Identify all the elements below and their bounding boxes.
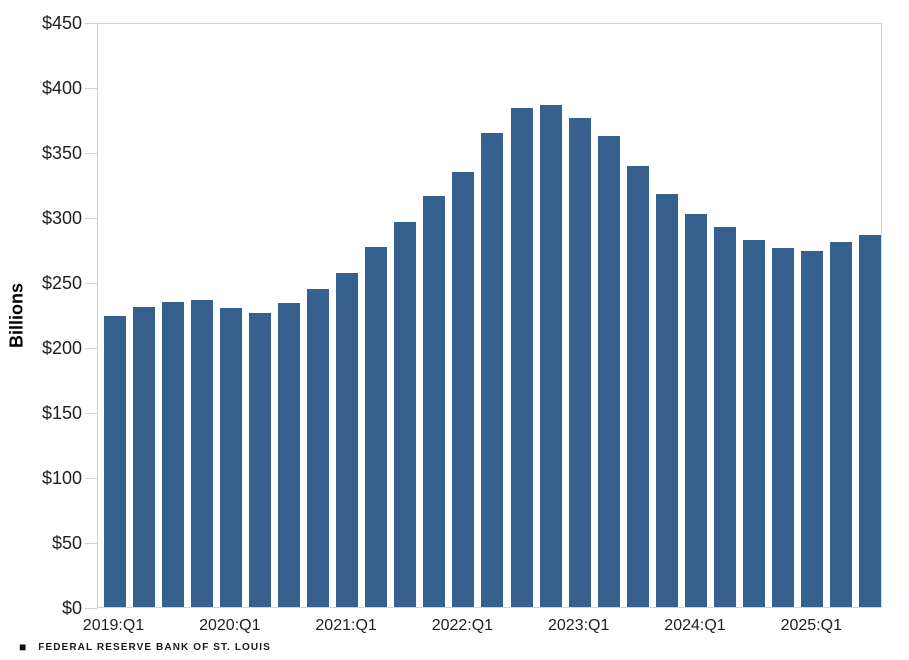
bar-2023:Q1 [568, 118, 591, 607]
source-attribution: ■ FEDERAL RESERVE BANK OF ST. LOUIS [19, 641, 271, 653]
x-tick-label: 2021:Q1 [315, 617, 377, 634]
bar-2023:Q3 [626, 166, 649, 607]
bar-2023:Q4 [655, 193, 678, 607]
bar-2024:Q1 [684, 214, 707, 607]
bar-2019:Q2 [132, 306, 155, 607]
bar-2021:Q3 [394, 222, 417, 607]
x-tick-label: 2023:Q1 [547, 617, 610, 634]
bar-2025:Q2 [830, 241, 853, 607]
y-tick-label: $300 [41, 208, 82, 228]
bar-2020:Q2 [248, 313, 271, 607]
y-tick-mark [85, 477, 97, 479]
bar-2019:Q4 [190, 300, 213, 607]
bar-2021:Q1 [336, 272, 359, 607]
bar-2023:Q2 [597, 136, 620, 607]
bar-2024:Q2 [714, 227, 737, 607]
bar-2024:Q3 [743, 240, 766, 607]
x-tick-label: 2019:Q1 [82, 617, 145, 634]
plot-area [97, 23, 882, 608]
bar-2022:Q1 [452, 171, 475, 607]
y-tick-label: $350 [41, 143, 82, 163]
y-tick-label: $250 [41, 273, 82, 293]
bar-2022:Q2 [481, 132, 504, 607]
bar-2024:Q4 [772, 248, 795, 607]
y-tick-mark [85, 152, 97, 154]
y-tick-label: $100 [41, 468, 82, 488]
y-tick-label: $400 [41, 78, 82, 98]
x-tick-label: 2022:Q1 [431, 617, 494, 634]
y-tick-mark [85, 22, 97, 24]
y-tick-mark [85, 87, 97, 89]
x-tick-label: 2024:Q1 [664, 617, 726, 634]
y-tick-label: $150 [41, 403, 82, 423]
y-tick-mark [85, 542, 97, 544]
x-tick-label: 2020:Q1 [199, 617, 261, 634]
bar-2025:Q3 [859, 235, 882, 607]
y-tick-label: $0 [61, 598, 82, 618]
bar-2019:Q3 [161, 301, 184, 607]
bar-2021:Q2 [365, 246, 388, 607]
y-axis-title: Billions [6, 283, 27, 349]
bar-2021:Q4 [423, 196, 446, 607]
y-tick-label: $200 [41, 338, 82, 358]
y-tick-mark [85, 347, 97, 349]
y-tick-mark [85, 282, 97, 284]
bar-2020:Q4 [307, 288, 330, 607]
bar-2020:Q1 [219, 308, 242, 607]
source-bullet-icon: ■ [19, 640, 27, 654]
bar-2019:Q1 [103, 315, 126, 607]
y-tick-label: $50 [51, 533, 82, 553]
bar-2025:Q1 [801, 250, 824, 607]
bar-2022:Q3 [510, 107, 533, 607]
source-label: FEDERAL RESERVE BANK OF ST. LOUIS [38, 641, 271, 653]
x-tick-label: 2025:Q1 [780, 617, 842, 634]
bar-2022:Q4 [539, 105, 562, 607]
y-tick-mark [85, 412, 97, 414]
y-tick-mark [85, 217, 97, 219]
bar-2020:Q3 [277, 302, 300, 607]
y-tick-mark [85, 607, 97, 609]
y-tick-label: $450 [41, 13, 82, 33]
